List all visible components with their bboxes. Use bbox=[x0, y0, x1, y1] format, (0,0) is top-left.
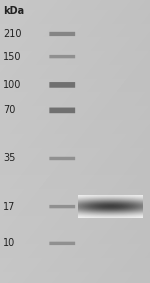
Text: 35: 35 bbox=[3, 153, 15, 164]
Text: 17: 17 bbox=[3, 201, 15, 212]
FancyBboxPatch shape bbox=[49, 205, 75, 208]
FancyBboxPatch shape bbox=[49, 32, 75, 36]
Text: 150: 150 bbox=[3, 52, 21, 62]
Text: 100: 100 bbox=[3, 80, 21, 90]
Text: 210: 210 bbox=[3, 29, 21, 39]
FancyBboxPatch shape bbox=[49, 108, 75, 113]
FancyBboxPatch shape bbox=[49, 157, 75, 160]
FancyBboxPatch shape bbox=[49, 55, 75, 58]
FancyBboxPatch shape bbox=[49, 242, 75, 245]
FancyBboxPatch shape bbox=[49, 82, 75, 88]
Text: kDa: kDa bbox=[3, 6, 24, 16]
Text: 10: 10 bbox=[3, 238, 15, 248]
Text: 70: 70 bbox=[3, 105, 15, 115]
